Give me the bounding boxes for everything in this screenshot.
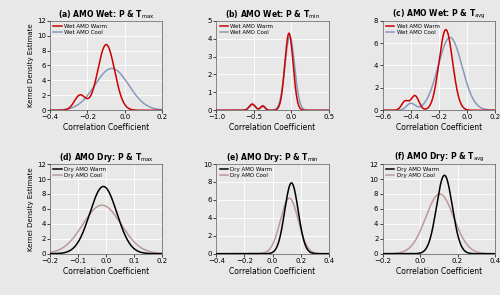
Title: (d) AMO Dry: P & T$_\mathrm{max}$: (d) AMO Dry: P & T$_\mathrm{max}$ — [59, 151, 154, 164]
X-axis label: Correlation Coefficient: Correlation Coefficient — [230, 123, 316, 132]
X-axis label: Correlation Coefficient: Correlation Coefficient — [63, 267, 150, 276]
Title: (f) AMO Dry: P & T$_\mathrm{avg}$: (f) AMO Dry: P & T$_\mathrm{avg}$ — [394, 151, 484, 164]
Legend: Wet AMO Warm, Wet AMO Cool: Wet AMO Warm, Wet AMO Cool — [53, 23, 108, 35]
X-axis label: Correlation Coefficient: Correlation Coefficient — [63, 123, 150, 132]
Title: (e) AMO Dry: P & T$_\mathrm{min}$: (e) AMO Dry: P & T$_\mathrm{min}$ — [226, 151, 319, 164]
Legend: Dry AMO Warm, Dry AMO Cool: Dry AMO Warm, Dry AMO Cool — [53, 167, 106, 179]
X-axis label: Correlation Coefficient: Correlation Coefficient — [396, 267, 482, 276]
Y-axis label: Kernel Density Estimate: Kernel Density Estimate — [28, 167, 34, 251]
Title: (c) AMO Wet: P & T$_\mathrm{avg}$: (c) AMO Wet: P & T$_\mathrm{avg}$ — [392, 8, 486, 21]
Title: (a) AMO Wet: P & T$_\mathrm{max}$: (a) AMO Wet: P & T$_\mathrm{max}$ — [58, 8, 154, 21]
Title: (b) AMO Wet: P & T$_\mathrm{min}$: (b) AMO Wet: P & T$_\mathrm{min}$ — [225, 8, 320, 21]
Legend: Wet AMO Warm, Wet AMO Cool: Wet AMO Warm, Wet AMO Cool — [386, 23, 440, 35]
Legend: Dry AMO Warm, Dry AMO Cool: Dry AMO Warm, Dry AMO Cool — [219, 167, 273, 179]
Y-axis label: Kernel Density Estimate: Kernel Density Estimate — [28, 24, 34, 107]
X-axis label: Correlation Coefficient: Correlation Coefficient — [230, 267, 316, 276]
X-axis label: Correlation Coefficient: Correlation Coefficient — [396, 123, 482, 132]
Legend: Wet AMO Warm, Wet AMO Cool: Wet AMO Warm, Wet AMO Cool — [219, 23, 274, 35]
Legend: Dry AMO Warm, Dry AMO Cool: Dry AMO Warm, Dry AMO Cool — [386, 167, 439, 179]
